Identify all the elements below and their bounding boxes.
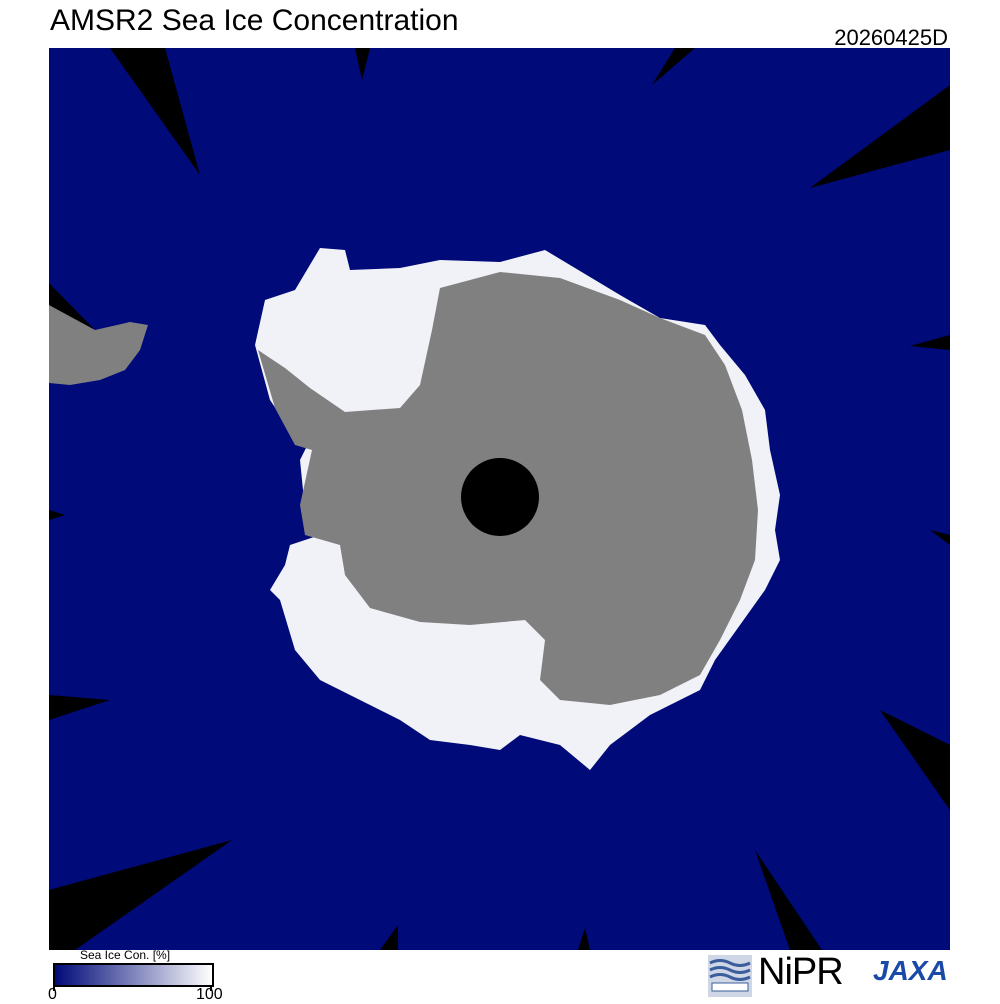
tick-min bbox=[53, 985, 55, 991]
pole-hole bbox=[461, 458, 539, 536]
logos: NiPR JAXA bbox=[708, 953, 953, 998]
south-america bbox=[49, 305, 148, 385]
jaxa-logo: JAXA bbox=[873, 955, 948, 986]
page-title: AMSR2 Sea Ice Concentration bbox=[50, 4, 459, 37]
tick-max bbox=[210, 985, 212, 991]
nipr-emblem-icon bbox=[708, 955, 752, 997]
no-data-wedges bbox=[49, 48, 950, 950]
color-scale-bar bbox=[53, 963, 214, 987]
legend-min-label: 0 bbox=[48, 986, 57, 1003]
sea-ice-map bbox=[49, 48, 950, 950]
nipr-logo: NiPR bbox=[758, 951, 844, 993]
date-code: 20260425D bbox=[834, 25, 948, 50]
legend-title: Sea Ice Con. [%] bbox=[80, 948, 171, 962]
legend-max-label: 100 bbox=[196, 986, 223, 1003]
